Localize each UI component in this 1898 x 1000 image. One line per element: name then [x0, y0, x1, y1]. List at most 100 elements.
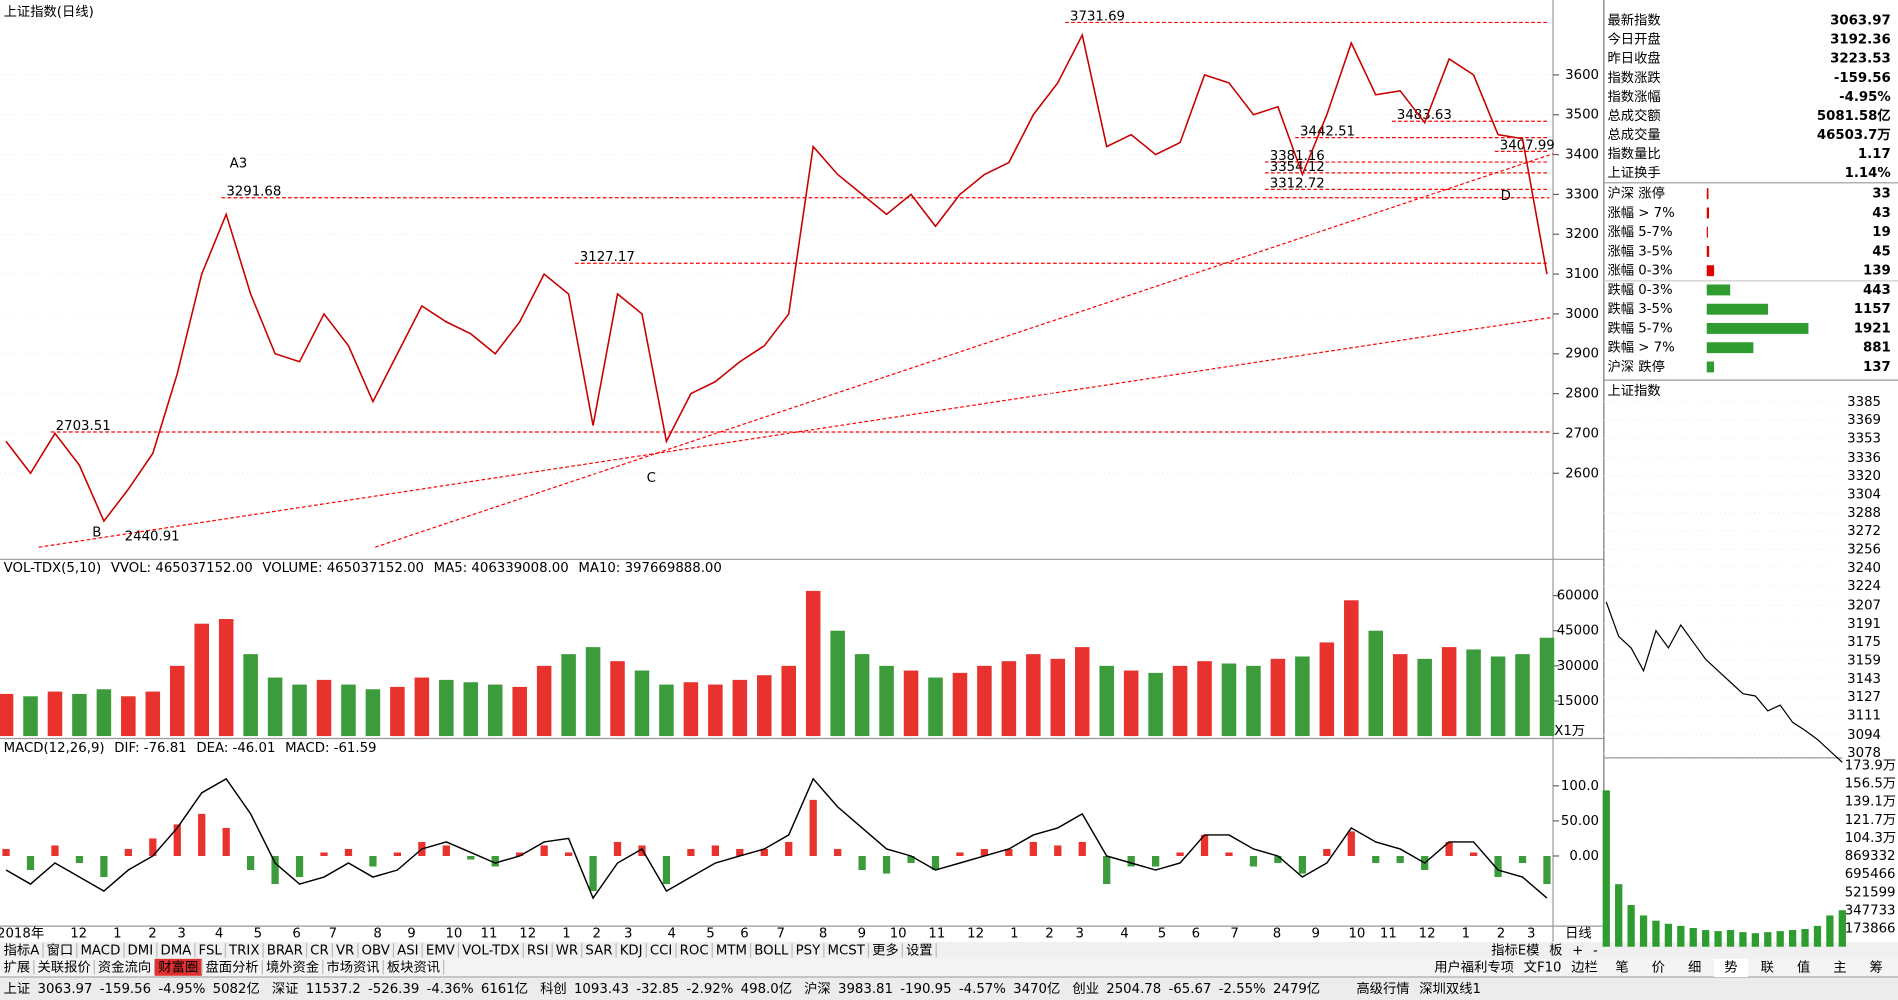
tab[interactable]: WR — [556, 943, 578, 958]
side-tab[interactable]: 主 — [1833, 959, 1846, 975]
tab[interactable]: KDJ — [620, 943, 643, 958]
macd-bar — [687, 848, 695, 856]
tab[interactable]: 板块资讯 — [387, 959, 440, 975]
side-tab[interactable]: 值 — [1797, 959, 1810, 975]
intraday-volume-bar — [1639, 915, 1648, 947]
level-label: 3407.99 — [1500, 138, 1555, 153]
tab[interactable]: TRIX — [228, 943, 259, 958]
side-tab[interactable]: 笔 — [1615, 959, 1628, 975]
tab[interactable]: 窗口 — [47, 941, 74, 958]
tab[interactable]: CCI — [650, 943, 672, 958]
volume-bar — [1295, 656, 1310, 737]
side-tab[interactable]: 细 — [1688, 959, 1701, 975]
x-tick-label: 8 — [373, 926, 381, 941]
breadth-label: 沪深 跌停 — [1607, 358, 1664, 375]
breadth-label: 涨幅 0-3% — [1607, 263, 1672, 279]
breadth-label: 跌幅 3-5% — [1607, 301, 1672, 317]
x-tick-label: 7 — [1230, 926, 1238, 941]
tab[interactable]: BRAR — [267, 943, 303, 958]
period-label[interactable]: 日线 — [1565, 925, 1592, 941]
tab[interactable]: DMA — [160, 943, 191, 958]
tab[interactable]: 关联报价 — [37, 959, 90, 975]
macd-bar — [124, 848, 132, 856]
macd-bar — [589, 855, 597, 892]
x-tick-label: 7 — [777, 926, 785, 941]
macd-bar — [931, 855, 940, 871]
side-tab[interactable]: 价 — [1652, 960, 1665, 975]
macd-bar — [1469, 852, 1478, 856]
tab[interactable]: + — [1572, 943, 1583, 958]
legend-entry: MACD(12,26,9) — [4, 741, 105, 756]
tab[interactable]: 扩展 — [4, 959, 31, 975]
intraday-volume-bar — [1751, 933, 1759, 947]
y-tick-label: 2900 — [1565, 347, 1599, 362]
tab[interactable]: 资金流向 — [98, 959, 151, 975]
quote-label: 上证换手 — [1607, 165, 1660, 181]
tab[interactable]: 财富圈 — [158, 958, 198, 975]
x-tick-label: 10 — [1348, 926, 1365, 941]
tab[interactable]: 用户福利专项 — [1434, 958, 1514, 975]
x-tick-label: 10 — [890, 926, 907, 941]
tab[interactable]: SAR — [585, 943, 612, 958]
tab[interactable]: 边栏 — [1571, 959, 1598, 975]
tab[interactable]: VOL-TDX — [462, 943, 520, 958]
side-tab[interactable]: 势 — [1724, 959, 1737, 975]
tab[interactable]: PSY — [796, 943, 821, 958]
quote-value: -4.95% — [1839, 90, 1891, 105]
tab[interactable]: - — [1593, 943, 1598, 958]
tab[interactable]: RSI — [527, 943, 549, 958]
x-tick-label: 8 — [1273, 926, 1281, 941]
tab-bar — [0, 941, 1898, 959]
y-tick-label: 695466 — [1845, 867, 1896, 882]
tab[interactable]: 市场资讯 — [326, 958, 379, 975]
tab[interactable]: 指标E模 — [1491, 942, 1539, 958]
y-tick-label: 3111 — [1847, 708, 1881, 723]
tab[interactable]: 更多 — [872, 941, 899, 958]
y-tick-label: 139.1万 — [1845, 795, 1896, 810]
tab[interactable]: VR — [336, 943, 354, 958]
breadth-value: 19 — [1872, 225, 1891, 240]
tab[interactable]: DMI — [128, 943, 154, 958]
x-tick-label: 9 — [858, 926, 866, 941]
macd-bar — [1078, 841, 1086, 856]
side-tab[interactable]: 筹 — [1870, 958, 1883, 975]
tab[interactable]: 指标A — [4, 942, 40, 958]
volume-bar — [585, 647, 601, 737]
chart-title: 上证指数(日线) — [4, 4, 94, 20]
tab[interactable]: ROC — [680, 943, 709, 958]
tab[interactable]: EMV — [426, 943, 455, 958]
tab[interactable]: FSL — [199, 943, 223, 958]
volume-bar — [0, 693, 14, 737]
x-tick-label: 5 — [706, 926, 714, 941]
tab[interactable]: CR — [310, 943, 329, 958]
status-link[interactable]: 深圳双线1 — [1419, 981, 1481, 997]
tab[interactable]: 板 — [1549, 942, 1562, 958]
macd-bar — [100, 855, 108, 878]
status-link[interactable]: 高级行情 — [1356, 980, 1409, 997]
breadth-bar — [1706, 207, 1710, 219]
macd-bar — [785, 841, 793, 856]
status-pct: -4.57% — [959, 982, 1006, 997]
status-name: 沪深 — [804, 981, 831, 997]
y-tick-label: 3200 — [1565, 227, 1599, 242]
y-tick-label: 15000 — [1557, 694, 1599, 709]
tab[interactable]: OBV — [362, 943, 390, 958]
volume-bar — [830, 630, 845, 737]
tab[interactable]: 文F10 — [1524, 959, 1562, 975]
macd-bar — [956, 852, 964, 856]
tab[interactable]: MACD — [80, 943, 120, 958]
legend-entry: MACD: -61.59 — [285, 741, 376, 756]
tab[interactable]: ASI — [397, 943, 418, 958]
tab[interactable]: 设置 — [906, 942, 933, 958]
side-tab[interactable]: 联 — [1761, 959, 1774, 975]
macd-bar — [467, 855, 475, 860]
volume-bar — [536, 665, 552, 737]
tab[interactable]: MCST — [828, 943, 866, 958]
breadth-label: 涨幅 > 7% — [1607, 205, 1674, 221]
tab[interactable]: MTM — [716, 943, 747, 958]
tab[interactable]: 盘面分析 — [206, 958, 259, 975]
tab[interactable]: 境外资金 — [266, 959, 319, 975]
tab[interactable]: BOLL — [754, 943, 789, 958]
x-tick-label: 4 — [668, 926, 676, 941]
macd-bar — [1323, 848, 1331, 856]
